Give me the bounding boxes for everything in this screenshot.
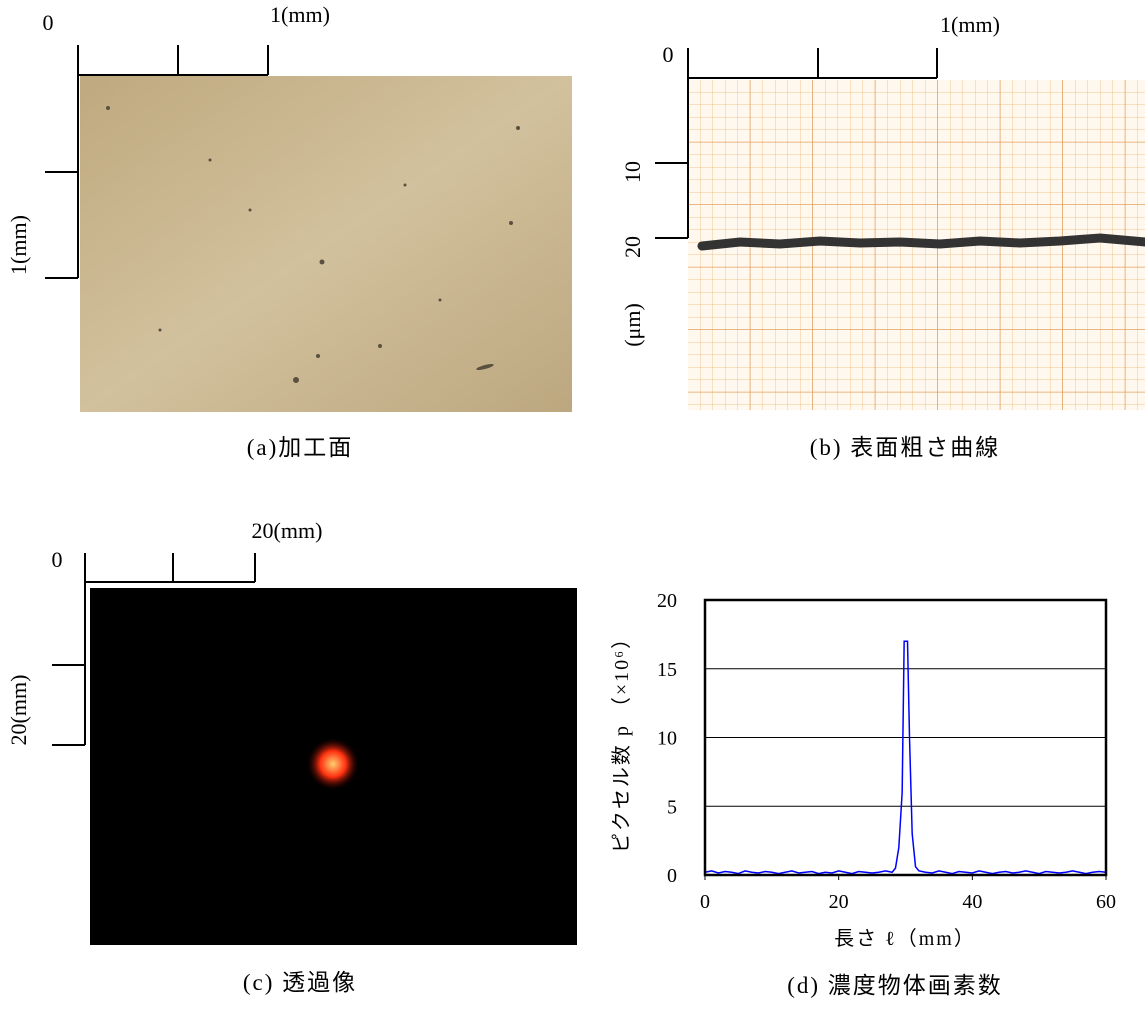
scale-x-label: 1(mm) (940, 12, 1000, 37)
photo-specks (106, 106, 520, 383)
y-axis-label: ピクセル数 p （×10⁶） (610, 627, 633, 853)
x-tick-label: 0 (700, 891, 710, 913)
x-tick-label: 60 (1096, 891, 1116, 913)
y-tick-label: 0 (667, 865, 677, 887)
caption: (a)加工面 (247, 435, 354, 460)
caption: (b) 表面粗さ曲線 (810, 435, 1001, 460)
surface-photo (80, 76, 572, 412)
scale-x-label: 20(mm) (252, 518, 323, 543)
y-tick-label: 5 (667, 796, 677, 818)
scale-x-label: 1(mm) (270, 2, 330, 27)
scale-bar (52, 553, 256, 746)
y-tick-label: 10 (657, 728, 677, 750)
roughness-curve (697, 233, 1145, 251)
scale-origin: 0 (663, 42, 674, 67)
data-line (704, 640, 1107, 875)
scale-bar (45, 45, 269, 279)
caption: (c) 透過像 (243, 970, 357, 995)
chart-title: (d) 濃度物体画素数 (787, 973, 1003, 998)
scale-y-label: 1(mm) (6, 215, 31, 275)
y-tick-label: 20 (657, 590, 677, 612)
scale-y-label: 20 (620, 236, 645, 258)
scale-y-unit: (μm) (620, 303, 645, 347)
scale-bar (655, 48, 938, 239)
scale-y-label: 10 (620, 161, 645, 183)
x-tick-label: 20 (829, 891, 849, 913)
bright-spot (307, 738, 359, 790)
scale-origin: 0 (52, 547, 63, 572)
scale-origin: 0 (43, 10, 54, 35)
panel-c: 0 20(mm) 20(mm) (c) 透過像 (6, 518, 577, 995)
panel-d: (d) 濃度物体画素数 長さ ℓ（mm） ピクセル数 p （×10⁶） 0 5 10… (610, 590, 1116, 998)
x-axis-label: 長さ ℓ（mm） (834, 927, 976, 950)
panel-a: 0 1(mm) 1(mm) (a)加工面 (6, 2, 572, 460)
scale-y-label: 20(mm) (6, 675, 31, 746)
y-tick-label: 15 (657, 659, 677, 681)
plot-frame (703, 598, 1108, 877)
panel-b: 0 1(mm) 10 20 (μm) (b) 表面粗さ曲線 (620, 12, 1145, 460)
x-tick-label: 40 (962, 891, 982, 913)
